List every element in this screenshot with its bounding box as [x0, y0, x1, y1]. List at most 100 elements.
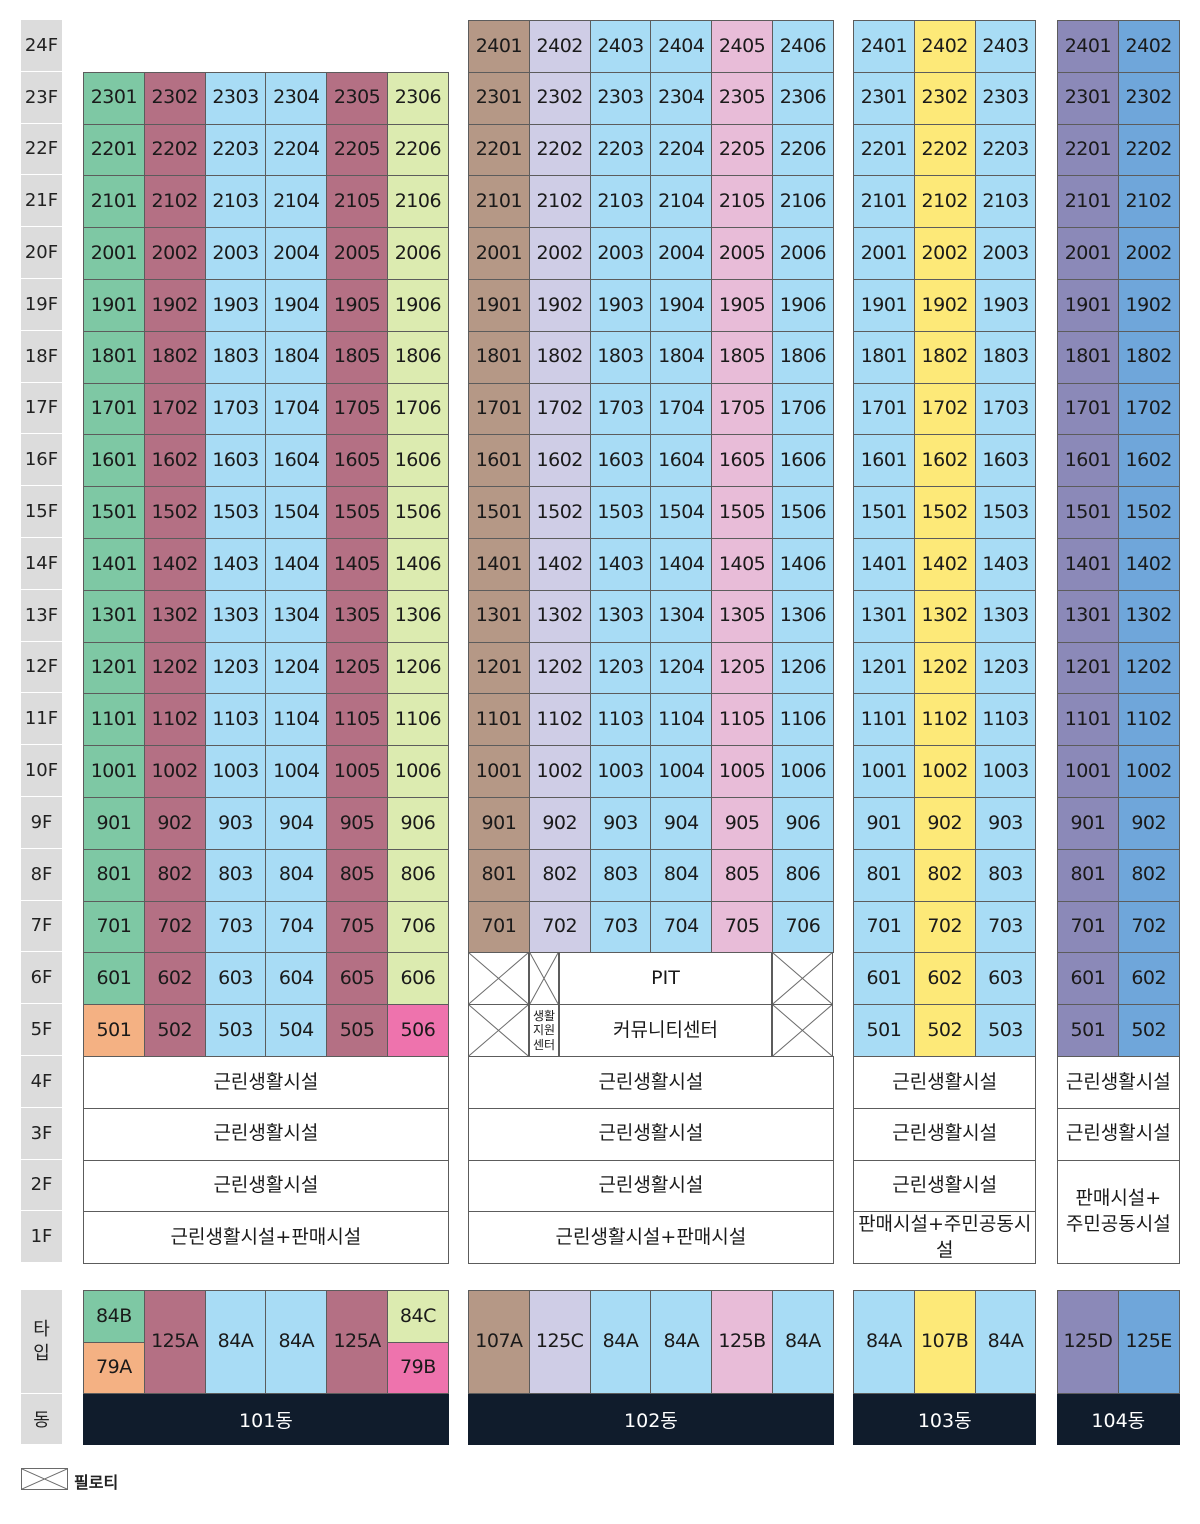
floor-label: 10F	[21, 745, 62, 797]
unit-cell: 802	[528, 848, 591, 902]
unit-cell: 2204	[650, 123, 713, 177]
unit-cell: 1301	[1057, 589, 1119, 643]
unit-cell: 1801	[1057, 330, 1119, 384]
piloti-cell	[468, 952, 529, 1006]
unit-cell: 2203	[204, 123, 267, 177]
unit-cell: 2104	[650, 175, 713, 229]
unit-cell: 1303	[974, 589, 1037, 643]
unit-cell: 1405	[326, 538, 388, 591]
unit-cell: 1002	[528, 745, 591, 798]
living-support-center-cell: 생활 지원 센터	[529, 1004, 559, 1057]
podium-floor-band: 근린생활시설	[468, 1159, 834, 1213]
unit-cell: 803	[974, 848, 1037, 902]
unit-cell: 1404	[650, 538, 713, 591]
unit-cell: 2402	[528, 20, 591, 73]
unit-cell: 1906	[387, 279, 449, 332]
unit-cell: 2002	[1117, 227, 1180, 280]
unit-cell: 503	[974, 1004, 1037, 1057]
unit-cell: 805	[711, 848, 773, 902]
unit-cell: 903	[204, 797, 267, 850]
unit-cell: 1802	[143, 330, 206, 384]
unit-cell: 1401	[468, 538, 530, 591]
unit-type-cell: 84A	[265, 1290, 328, 1394]
unit-cell: 1104	[265, 693, 328, 747]
unit-cell: 1702	[528, 382, 591, 436]
unit-cell: 2302	[1117, 71, 1180, 125]
floor-label: 24F	[21, 20, 62, 72]
unit-cell: 1806	[772, 330, 834, 384]
unit-cell: 2003	[204, 227, 267, 280]
podium-floor-band: 근린생활시설	[853, 1056, 1037, 1109]
unit-cell: 1202	[528, 641, 591, 695]
unit-cell: 701	[853, 900, 915, 954]
unit-cell: 1503	[974, 486, 1037, 539]
type-row-label-char: 타	[33, 1319, 50, 1341]
unit-cell: 1601	[83, 434, 145, 488]
floor-label: 14F	[21, 538, 62, 590]
unit-cell: 1006	[772, 745, 834, 798]
unit-cell: 802	[913, 848, 976, 902]
unit-cell: 2403	[974, 20, 1037, 73]
unit-cell: 1605	[711, 434, 773, 488]
unit-cell: 601	[853, 952, 915, 1006]
unit-cell: 1605	[326, 434, 388, 488]
unit-cell: 1701	[83, 382, 145, 436]
unit-cell: 1804	[265, 330, 328, 384]
unit-cell: 1506	[772, 486, 834, 539]
unit-cell: 2001	[83, 227, 145, 280]
unit-cell: 904	[265, 797, 328, 850]
unit-type-cell: 107A	[468, 1290, 530, 1394]
unit-cell: 2304	[650, 71, 713, 125]
unit-cell: 1903	[204, 279, 267, 332]
unit-cell: 801	[83, 848, 145, 902]
unit-cell: 501	[83, 1004, 145, 1057]
unit-type-cell: 84A	[589, 1290, 652, 1394]
unit-cell: 1202	[143, 641, 206, 695]
unit-cell: 2201	[853, 123, 915, 177]
podium-floor-band: 판매시설+ 주민공동시설	[1057, 1159, 1180, 1265]
unit-cell: 704	[650, 900, 713, 954]
unit-cell: 1003	[204, 745, 267, 798]
unit-cell: 1106	[387, 693, 449, 747]
unit-cell: 2003	[589, 227, 652, 280]
building-name-bar: 101동	[83, 1394, 449, 1445]
unit-cell: 1602	[913, 434, 976, 488]
unit-cell: 1801	[853, 330, 915, 384]
unit-cell: 2004	[265, 227, 328, 280]
unit-cell: 1306	[772, 589, 834, 643]
unit-cell: 1802	[1117, 330, 1180, 384]
unit-cell: 1906	[772, 279, 834, 332]
unit-cell: 1701	[468, 382, 530, 436]
unit-cell: 2301	[853, 71, 915, 125]
unit-cell: 2102	[1117, 175, 1180, 229]
unit-cell: 1501	[853, 486, 915, 539]
podium-floor-band: 근린생활시설	[83, 1107, 449, 1161]
unit-cell: 1405	[711, 538, 773, 591]
floor-label: 3F	[21, 1107, 62, 1160]
unit-cell: 801	[853, 848, 915, 902]
unit-cell: 606	[387, 952, 449, 1006]
unit-cell: 1902	[1117, 279, 1180, 332]
unit-cell: 1603	[974, 434, 1037, 488]
unit-cell: 2202	[143, 123, 206, 177]
podium-floor-band: 근린생활시설	[853, 1107, 1037, 1161]
unit-cell: 1305	[326, 589, 388, 643]
floor-label: 9F	[21, 797, 62, 849]
unit-type-cell: 125E	[1117, 1290, 1180, 1394]
unit-cell: 701	[1057, 900, 1119, 954]
unit-cell: 902	[1117, 797, 1180, 850]
unit-cell: 2402	[1117, 20, 1180, 73]
unit-cell: 802	[143, 848, 206, 902]
unit-cell: 2301	[1057, 71, 1119, 125]
unit-cell: 1202	[1117, 641, 1180, 695]
unit-cell: 1004	[650, 745, 713, 798]
unit-cell: 706	[772, 900, 834, 954]
unit-cell: 1902	[528, 279, 591, 332]
unit-cell: 1102	[528, 693, 591, 747]
unit-cell: 1504	[650, 486, 713, 539]
podium-floor-band: 근린생활시설	[853, 1159, 1037, 1213]
unit-type-cell: 125A	[143, 1290, 206, 1394]
unit-cell: 1203	[589, 641, 652, 695]
unit-cell: 1205	[711, 641, 773, 695]
unit-cell: 1805	[711, 330, 773, 384]
